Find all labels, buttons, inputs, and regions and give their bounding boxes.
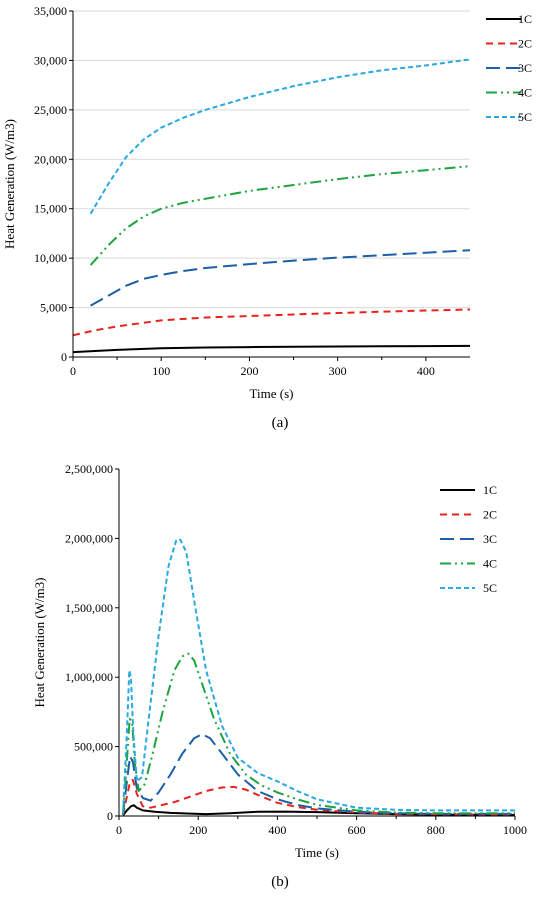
legend-label-4c: 4C xyxy=(483,557,497,571)
x-tick-label: 300 xyxy=(329,364,347,378)
x-tick-label: 400 xyxy=(417,364,435,378)
x-tick-label: 600 xyxy=(348,823,366,837)
x-tick-label: 800 xyxy=(427,823,445,837)
legend: 1C 2C 3C 4C 5C xyxy=(486,12,532,124)
y-tick-label: 15,000 xyxy=(34,202,67,216)
figure-caption: (b) xyxy=(271,874,289,890)
x-axis-label: Time (s) xyxy=(295,845,339,860)
y-axis-label: Heat Generation (W/m3) xyxy=(2,119,17,249)
y-tick-label: 1,500,000 xyxy=(65,601,113,615)
series-line-2c xyxy=(72,308,471,337)
y-tick-label: 0 xyxy=(61,350,67,364)
series-line-3c xyxy=(90,249,471,307)
legend-label-5c: 5C xyxy=(518,110,532,124)
y-tick-label: 35,000 xyxy=(34,4,67,18)
y-tick-label: 1,000,000 xyxy=(65,670,113,684)
y-tick-label: 10,000 xyxy=(34,251,67,265)
legend-label-2c: 2C xyxy=(483,508,497,522)
y-tick-label: 2,500,000 xyxy=(65,462,113,476)
x-axis-label: Time (s) xyxy=(250,386,294,401)
series-line-3c xyxy=(122,733,515,815)
legend-label-1c: 1C xyxy=(483,483,497,497)
x-tick-label: 200 xyxy=(189,823,207,837)
series-line-2c xyxy=(122,778,516,816)
x-tick-label: 1000 xyxy=(503,823,527,837)
figure-caption: (a) xyxy=(272,415,289,431)
y-axis-label: Heat Generation (W/m3) xyxy=(32,578,47,708)
legend-label-5c: 5C xyxy=(483,581,497,595)
x-tick-label: 0 xyxy=(116,823,122,837)
series-line-5c xyxy=(89,58,471,215)
y-tick-label: 500,000 xyxy=(74,740,113,754)
legend-label-4c: 4C xyxy=(518,86,532,100)
y-tick-label: 0 xyxy=(107,809,113,823)
series-line-1c xyxy=(72,344,471,354)
y-tick-label: 25,000 xyxy=(34,103,67,117)
y-tick-label: 30,000 xyxy=(34,53,67,67)
series-line-4c xyxy=(89,165,471,266)
legend-label-1c: 1C xyxy=(518,12,532,26)
y-tick-label: 20,000 xyxy=(34,152,67,166)
legend-label-2c: 2C xyxy=(518,37,532,51)
x-tick-label: 100 xyxy=(152,364,170,378)
x-tick-label: 0 xyxy=(70,364,76,378)
y-tick-label: 5,000 xyxy=(40,301,67,315)
y-tick-label: 2,000,000 xyxy=(65,531,113,545)
x-tick-label: 400 xyxy=(268,823,286,837)
series-line-5c xyxy=(122,538,515,814)
legend-label-3c: 3C xyxy=(518,61,532,75)
legend-label-3c: 3C xyxy=(483,532,497,546)
x-tick-label: 200 xyxy=(240,364,258,378)
chart-a: 0 5,000 10,000 15,000 20,000 25,000 30,000 35,0… xyxy=(2,4,532,431)
series-line-4c xyxy=(122,652,515,815)
legend: 1C 2C 3C 4C 5C xyxy=(440,483,497,595)
chart-b: 0 500,000 1,000,000 1,500,000 2,000,000 2,500… xyxy=(32,462,527,890)
